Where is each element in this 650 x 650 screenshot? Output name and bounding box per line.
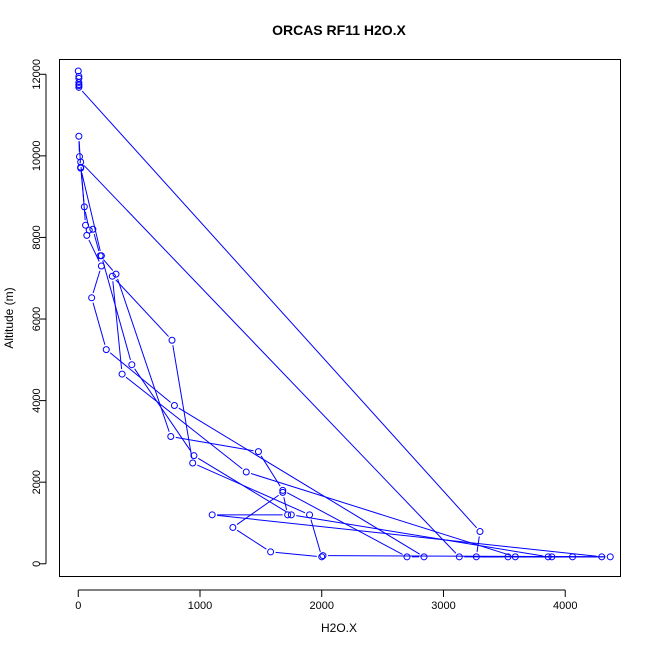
data-point (97, 262, 105, 270)
data-point (598, 553, 606, 561)
data-point (306, 511, 314, 519)
series-segment (310, 519, 321, 553)
series-segment (236, 494, 279, 525)
series-segment (103, 259, 114, 271)
data-point (284, 511, 292, 519)
data-point (420, 553, 428, 561)
x-tick-label: 1000 (188, 600, 212, 612)
data-point (80, 203, 88, 211)
series-segment (172, 345, 193, 459)
series-segment (80, 166, 86, 221)
series-segment (286, 492, 403, 555)
data-point (189, 459, 197, 467)
y-tick-label: 2000 (31, 470, 43, 494)
x-tick-label: 4000 (553, 600, 577, 612)
series-segment (260, 455, 281, 487)
series-segment (197, 457, 288, 513)
data-point (318, 553, 326, 561)
series-segment (125, 376, 243, 470)
data-point (455, 553, 463, 561)
series-segment (178, 407, 420, 555)
y-tick-label: 12000 (31, 59, 43, 90)
x-axis-label: H2O.X (321, 621, 357, 635)
data-point (128, 361, 136, 369)
data-point (82, 221, 90, 229)
y-tick-label: 0 (31, 561, 43, 567)
series-segment (112, 281, 123, 370)
data-point (208, 511, 216, 519)
series-segment (93, 233, 100, 252)
x-tick-label: 3000 (431, 600, 455, 612)
data-point (472, 553, 480, 561)
data-point (102, 346, 110, 354)
data-point (242, 468, 250, 476)
chart-title: ORCAS RF11 H2O.X (272, 22, 406, 38)
data-point (77, 158, 85, 166)
series-segment (197, 464, 306, 514)
data-point (112, 270, 120, 278)
data-point (267, 548, 275, 556)
data-point (279, 486, 287, 494)
data-point (254, 448, 262, 456)
data-point (167, 432, 175, 440)
series-segment (102, 260, 131, 361)
data-point (75, 83, 83, 91)
data-point (88, 294, 96, 302)
data-point (606, 553, 614, 561)
data-point (190, 452, 198, 460)
y-axis: 0 2000 4000 6000 8000 10000 12000 (31, 59, 47, 567)
data-point (287, 511, 295, 519)
plot-area (74, 67, 614, 561)
series-segment (92, 270, 101, 294)
series-segment (92, 302, 106, 345)
series-segment (134, 368, 192, 452)
data-point (83, 231, 91, 239)
data-point (279, 488, 287, 496)
series-segment (275, 551, 317, 557)
data-point (75, 78, 83, 86)
data-point (74, 67, 82, 75)
series-segment (175, 436, 254, 452)
data-point (170, 401, 178, 409)
data-point (569, 553, 577, 561)
y-axis-label: Altitude (m) (2, 287, 16, 348)
y-tick-label: 10000 (31, 141, 43, 172)
data-point (168, 336, 176, 344)
data-point (504, 553, 512, 561)
x-axis: 0 1000 2000 3000 4000 (75, 589, 577, 612)
series-segment (83, 165, 457, 554)
series-segment (250, 473, 511, 556)
data-point (544, 553, 552, 561)
series-segment (115, 279, 169, 337)
data-point (548, 553, 556, 561)
series-segment (217, 514, 597, 557)
data-point (403, 553, 411, 561)
series-segment (327, 555, 606, 558)
data-point (319, 552, 327, 560)
series-segment (117, 278, 170, 432)
y-tick-label: 4000 (31, 388, 43, 412)
series-segment (81, 172, 101, 252)
series-segment (236, 529, 267, 550)
y-tick-label: 8000 (31, 225, 43, 249)
data-point (476, 528, 484, 536)
data-point (118, 370, 126, 378)
y-tick-label: 6000 (31, 307, 43, 331)
x-tick-label: 2000 (309, 600, 333, 612)
data-point (75, 132, 83, 140)
data-point (96, 252, 104, 260)
series-segment (296, 515, 544, 557)
x-tick-label: 0 (75, 600, 81, 612)
data-point (89, 225, 97, 233)
data-point (77, 163, 85, 171)
data-point (108, 272, 116, 280)
data-point (511, 553, 519, 561)
data-point (229, 523, 237, 531)
plot-frame (59, 59, 621, 577)
series-segment (109, 352, 171, 403)
series-segment (476, 536, 480, 552)
series-segment (81, 90, 478, 529)
